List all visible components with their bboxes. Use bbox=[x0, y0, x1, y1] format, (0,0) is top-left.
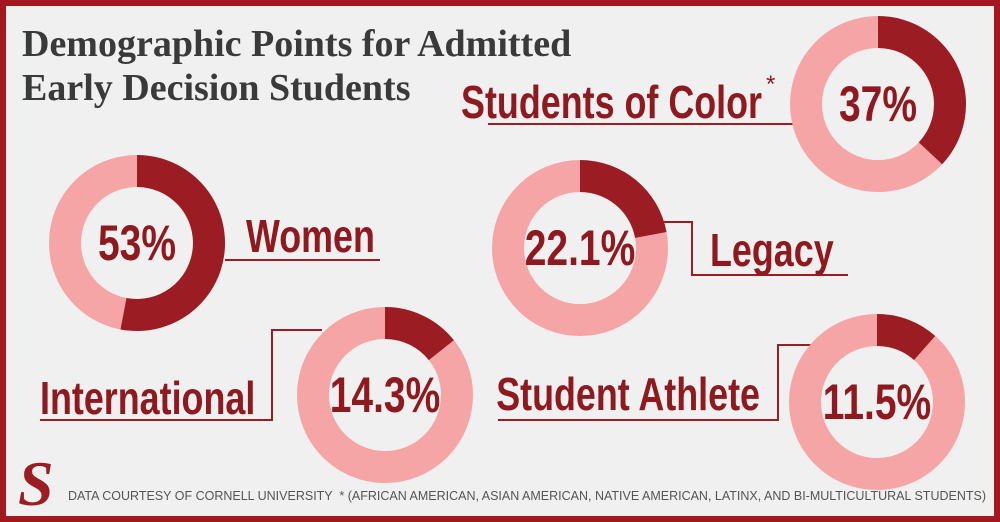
charts: 37% Students of Color * 53% Women 22.1% Legacy… bbox=[40, 16, 966, 490]
donut-segment bbox=[877, 314, 936, 360]
value-label: 22.1% bbox=[525, 219, 636, 276]
donut-segment bbox=[120, 155, 225, 331]
logo: S bbox=[18, 448, 54, 519]
title-line: Early Decision Students bbox=[22, 67, 410, 109]
value-label: 11.5% bbox=[823, 373, 931, 430]
category-label: Women bbox=[246, 211, 375, 262]
connector-line bbox=[498, 344, 822, 421]
connector-line bbox=[662, 221, 848, 276]
credit: DATA COURTESY OF CORNELL UNIVERSITY bbox=[68, 489, 333, 503]
value-label: 53% bbox=[98, 214, 176, 271]
category-label: Students of Color bbox=[461, 77, 762, 128]
donut-segment bbox=[385, 307, 454, 361]
donut-segment bbox=[580, 160, 667, 238]
category-label: Student Athlete bbox=[496, 369, 760, 420]
category-label: International bbox=[40, 373, 255, 424]
value-label: 14.3% bbox=[330, 366, 441, 423]
value-label: 37% bbox=[839, 75, 917, 132]
title-line: Demographic Points for Admitted bbox=[22, 23, 571, 65]
footnote: * (AFRICAN AMERICAN, ASIAN AMERICAN, NAT… bbox=[339, 489, 986, 503]
category-label: Legacy bbox=[710, 225, 834, 276]
footnote-marker: * bbox=[766, 71, 775, 98]
donut-segment bbox=[878, 16, 966, 165]
connector-line bbox=[40, 329, 322, 421]
